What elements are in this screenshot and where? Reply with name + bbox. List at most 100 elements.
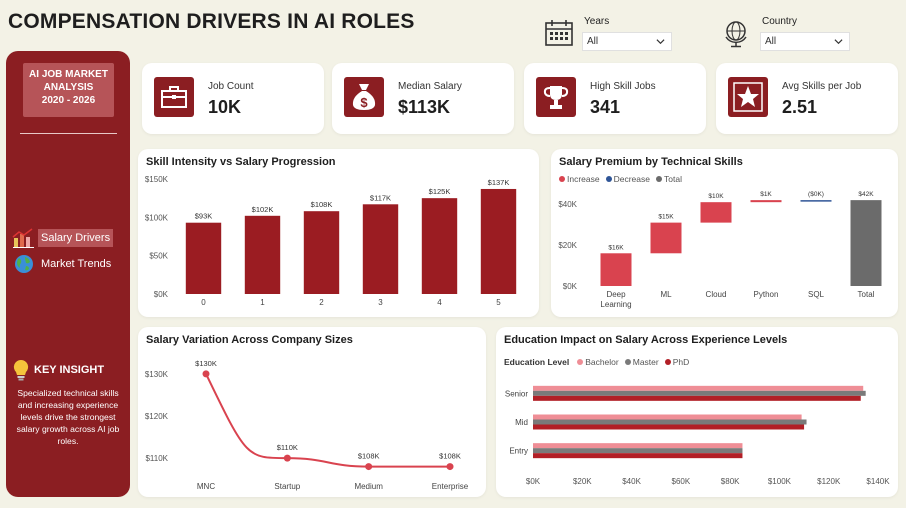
data-point	[446, 463, 454, 471]
data-label: ($0K)	[808, 191, 824, 198]
y-tick-label: $100K	[145, 213, 169, 222]
bar	[362, 204, 399, 294]
legend-total: Total	[656, 174, 682, 184]
star-icon	[728, 77, 768, 117]
bar	[533, 443, 743, 449]
x-tick-label: 3	[378, 298, 383, 307]
bar-chart-icon	[10, 227, 38, 249]
country-select[interactable]: All	[760, 32, 850, 51]
x-tick-label: Learning	[600, 300, 631, 309]
data-label: $102K	[252, 205, 274, 214]
kpi-label: High Skill Jobs	[590, 81, 656, 92]
kpi-label: Median Salary	[398, 81, 462, 92]
x-tick-label: $20K	[573, 477, 592, 486]
y-tick-label: $40K	[558, 200, 577, 209]
x-tick-label: $80K	[721, 477, 740, 486]
globe-icon	[10, 253, 38, 275]
data-label: $110K	[277, 443, 298, 452]
data-label: $130K	[195, 359, 217, 368]
nav-salary-drivers[interactable]: Salary Drivers	[10, 227, 114, 249]
x-tick-label: 2	[319, 298, 324, 307]
y-tick-label: $130K	[145, 370, 169, 379]
legend-master: Master	[624, 357, 659, 367]
data-label: $108K	[358, 452, 380, 461]
x-tick-label: $60K	[672, 477, 691, 486]
kpi-value: 10K	[208, 97, 242, 117]
years-select[interactable]: All	[582, 32, 672, 51]
data-point	[365, 463, 373, 471]
bar	[533, 448, 743, 454]
x-tick-label: $40K	[622, 477, 641, 486]
country-value: All	[765, 36, 777, 47]
bar	[303, 211, 340, 294]
x-tick-label: Total	[858, 290, 875, 299]
years-value: All	[587, 36, 599, 47]
kpi-value: 341	[590, 97, 621, 117]
data-label: $10K	[708, 193, 724, 200]
y-tick-label: Senior	[505, 389, 528, 398]
x-tick-label: $0K	[526, 477, 541, 486]
waterfall-bar	[800, 200, 832, 202]
brand-box: AI JOB MARKET ANALYSIS 2020 - 2026	[23, 63, 114, 117]
legend-increase: Increase	[559, 174, 600, 184]
x-tick-label: $140K	[866, 477, 890, 486]
legend-title: Education Level	[504, 357, 570, 367]
x-tick-label: $120K	[817, 477, 841, 486]
y-tick-label: $20K	[558, 241, 577, 250]
data-point	[202, 370, 210, 378]
kpi-card-job-count: Job Count 10K	[142, 63, 324, 134]
company-size-chart-card: Salary Variation Across Company Sizes $1…	[138, 327, 486, 497]
bar	[533, 395, 861, 401]
key-insight-title: KEY INSIGHT	[34, 364, 105, 376]
skill-salary-bar-chart: $0K $50K $100K $150K $93K 0 $102K 1 $108K 2 $117K 3…	[145, 175, 517, 307]
waterfall-bar	[700, 202, 732, 223]
kpi-value: $113K	[398, 97, 451, 117]
series-line	[205, 373, 450, 468]
y-tick-label: $150K	[145, 175, 169, 184]
y-tick-label: $0K	[154, 290, 169, 299]
brand-line-2: ANALYSIS	[43, 82, 94, 93]
skill-salary-chart-card: Skill Intensity vs Salary Progression $0…	[138, 149, 539, 317]
chart-legend: Increase Decrease Total	[559, 174, 682, 184]
sidebar: AI JOB MARKET ANALYSIS 2020 - 2026 Salar…	[6, 51, 130, 497]
x-tick-label: SQL	[808, 290, 825, 299]
data-label: $108K	[311, 200, 333, 209]
waterfall-bar	[600, 253, 632, 286]
bar	[533, 419, 807, 425]
x-tick-label: Medium	[354, 482, 383, 491]
x-tick-label: 1	[260, 298, 265, 307]
lightbulb-icon	[13, 359, 29, 381]
data-point	[283, 454, 291, 462]
nav-market-trends-label: Market Trends	[41, 258, 112, 270]
legend-decrease: Decrease	[605, 174, 650, 184]
bar	[533, 424, 805, 430]
kpi-card-high-skill-jobs: High Skill Jobs 341	[524, 63, 706, 134]
chevron-down-icon	[656, 39, 665, 45]
page-title: COMPENSATION DRIVERS IN AI ROLES	[8, 10, 415, 33]
years-label: Years	[584, 16, 610, 27]
kpi-card-avg-skills: Avg Skills per Job 2.51	[716, 63, 898, 134]
bar	[421, 198, 458, 294]
y-tick-label: $120K	[145, 412, 169, 421]
nav-salary-drivers-label: Salary Drivers	[38, 229, 114, 247]
money-bag-icon: $	[344, 77, 384, 117]
data-label: $16K	[608, 244, 624, 251]
svg-text:$: $	[360, 95, 368, 110]
data-label: $15K	[658, 214, 674, 221]
data-label: $42K	[858, 191, 874, 198]
x-tick-label: Startup	[274, 482, 300, 491]
data-label: $93K	[195, 212, 213, 221]
nav-market-trends[interactable]: Market Trends	[10, 253, 114, 275]
data-label: $108K	[439, 452, 461, 461]
trophy-icon	[536, 77, 576, 117]
country-label: Country	[762, 16, 798, 27]
waterfall-bar	[850, 200, 882, 286]
bar	[533, 414, 802, 420]
briefcase-icon	[154, 77, 194, 117]
x-tick-label: Enterprise	[432, 482, 469, 491]
legend-bachelor: Bachelor	[577, 357, 619, 367]
chevron-down-icon	[834, 39, 843, 45]
brand-line-3: 2020 - 2026	[41, 95, 96, 106]
x-tick-label: 0	[201, 298, 206, 307]
company-size-line-chart: $110K $120K $130K $130K MNC $110K Startup $108K…	[145, 359, 469, 491]
